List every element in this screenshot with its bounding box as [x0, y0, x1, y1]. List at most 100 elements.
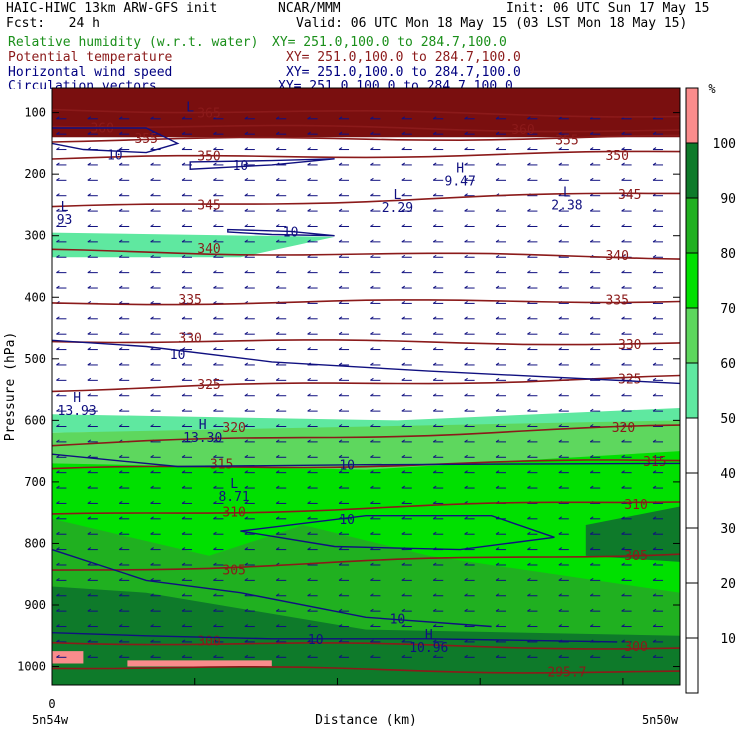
vector-head: [370, 300, 374, 304]
vector-head: [181, 193, 186, 197]
vector-head: [150, 162, 154, 166]
vector-head: [621, 639, 625, 643]
field-wind-coords: XY= 251.0,100.0 to 284.7,100.0: [286, 65, 521, 80]
x-left-label: 5n54w: [32, 713, 69, 727]
vector-head: [87, 454, 92, 458]
vector-head: [307, 593, 311, 597]
vector-head: [275, 224, 280, 227]
vector-head: [495, 485, 500, 489]
vector-head: [56, 162, 60, 166]
vector-head: [527, 147, 531, 150]
vector-head: [558, 531, 563, 535]
vector-head: [432, 608, 437, 612]
vector-head: [495, 577, 500, 581]
vector-head: [244, 501, 249, 504]
theta-label: 315: [210, 457, 233, 472]
vector-head: [150, 593, 154, 597]
vector-head: [150, 531, 154, 535]
vector-head: [558, 608, 563, 612]
vector-head: [527, 424, 531, 427]
vector-head: [464, 162, 468, 166]
vector-head: [621, 531, 625, 535]
vector-head: [118, 162, 123, 166]
vector-head: [338, 562, 343, 566]
vector-head: [464, 224, 468, 227]
vector-head: [370, 439, 374, 443]
vector-head: [150, 147, 154, 150]
vector-head: [150, 470, 154, 474]
vector-head: [527, 408, 531, 412]
vector-head: [181, 331, 186, 335]
vector-head: [244, 270, 249, 274]
vector-head: [56, 208, 60, 212]
vector-head: [307, 608, 311, 612]
vector-head: [213, 300, 217, 304]
y-tick-label: 900: [24, 598, 46, 612]
colorbar: 10 20 30 40 50 60 70 80 90 100%: [685, 82, 736, 694]
model-title: HAIC-HIWC 13km ARW-GFS init: [6, 1, 218, 16]
theta-contour-320: [52, 424, 680, 447]
vector-head: [181, 224, 186, 227]
vector-head: [464, 285, 468, 289]
theta-contour-310: [52, 501, 680, 515]
rh-region-6: [585, 506, 680, 562]
x-axis-title: Distance (km): [315, 713, 417, 728]
vector-head: [118, 454, 123, 458]
vector-head: [244, 624, 249, 627]
vector-head: [150, 454, 154, 458]
vector-head: [401, 270, 406, 274]
field-theta-coords: XY= 251.0,100.0 to 284.7,100.0: [286, 50, 521, 65]
vector-head: [589, 531, 594, 535]
vector-head: [56, 562, 60, 566]
vector-head: [495, 285, 500, 289]
theta-contour-330: [52, 339, 680, 346]
vector-head: [558, 316, 563, 320]
vector-head: [401, 147, 406, 150]
vector-head: [181, 362, 186, 366]
vector-head: [338, 193, 343, 197]
vector-head: [338, 654, 343, 658]
vector-head: [621, 485, 625, 489]
vector-head: [558, 347, 563, 350]
vector-head: [527, 470, 531, 474]
vector-head: [432, 331, 437, 335]
wind-contour-0: [52, 127, 180, 154]
rh-region-9: [127, 660, 272, 667]
vector-head: [244, 131, 249, 135]
vector-head: [56, 639, 60, 643]
vector-head: [652, 547, 657, 551]
theta-label: 330: [618, 338, 641, 353]
vector-head: [558, 654, 563, 658]
vector-head: [56, 224, 60, 227]
vector-head: [652, 208, 657, 212]
vector-head: [244, 485, 249, 489]
y-tick-label: 1000: [17, 660, 46, 674]
vector-head: [275, 547, 280, 551]
vector-head: [118, 516, 123, 520]
vector-head: [181, 347, 186, 350]
y-tick-label: 400: [24, 290, 46, 304]
extremum-value: 93: [57, 213, 73, 228]
vector-head: [307, 316, 311, 320]
vector-head: [244, 208, 249, 212]
vector-head: [338, 377, 343, 381]
theta-label: 310: [624, 498, 647, 513]
vector-head: [275, 116, 280, 120]
wind-label: 10: [107, 148, 123, 163]
vector-head: [401, 577, 406, 581]
vector-head: [558, 577, 563, 581]
vector-head: [213, 131, 217, 135]
vector-head: [150, 408, 154, 412]
vector-head: [87, 593, 92, 597]
vector-head: [370, 485, 374, 489]
vector-head: [432, 300, 437, 304]
vector-head: [558, 208, 563, 212]
vector-head: [338, 316, 343, 320]
vector-head: [56, 254, 60, 258]
vector-head: [213, 608, 217, 612]
vector-head: [307, 439, 311, 443]
vector-head: [87, 208, 92, 212]
vector-head: [87, 270, 92, 274]
vector-head: [432, 316, 437, 320]
